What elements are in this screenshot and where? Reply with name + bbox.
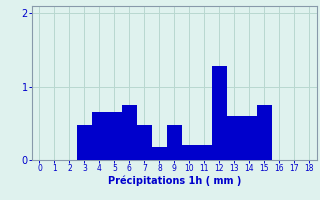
Bar — [182, 145, 197, 160]
X-axis label: Précipitations 1h ( mm ): Précipitations 1h ( mm ) — [108, 176, 241, 186]
Bar — [197, 145, 212, 160]
Bar — [212, 66, 227, 160]
Bar — [167, 125, 182, 160]
Bar — [137, 125, 152, 160]
Bar — [152, 147, 167, 160]
Bar — [242, 116, 257, 160]
Bar — [257, 105, 272, 160]
Bar — [227, 116, 242, 160]
Bar — [107, 112, 122, 160]
Bar — [122, 105, 137, 160]
Bar — [77, 125, 92, 160]
Bar — [92, 112, 107, 160]
